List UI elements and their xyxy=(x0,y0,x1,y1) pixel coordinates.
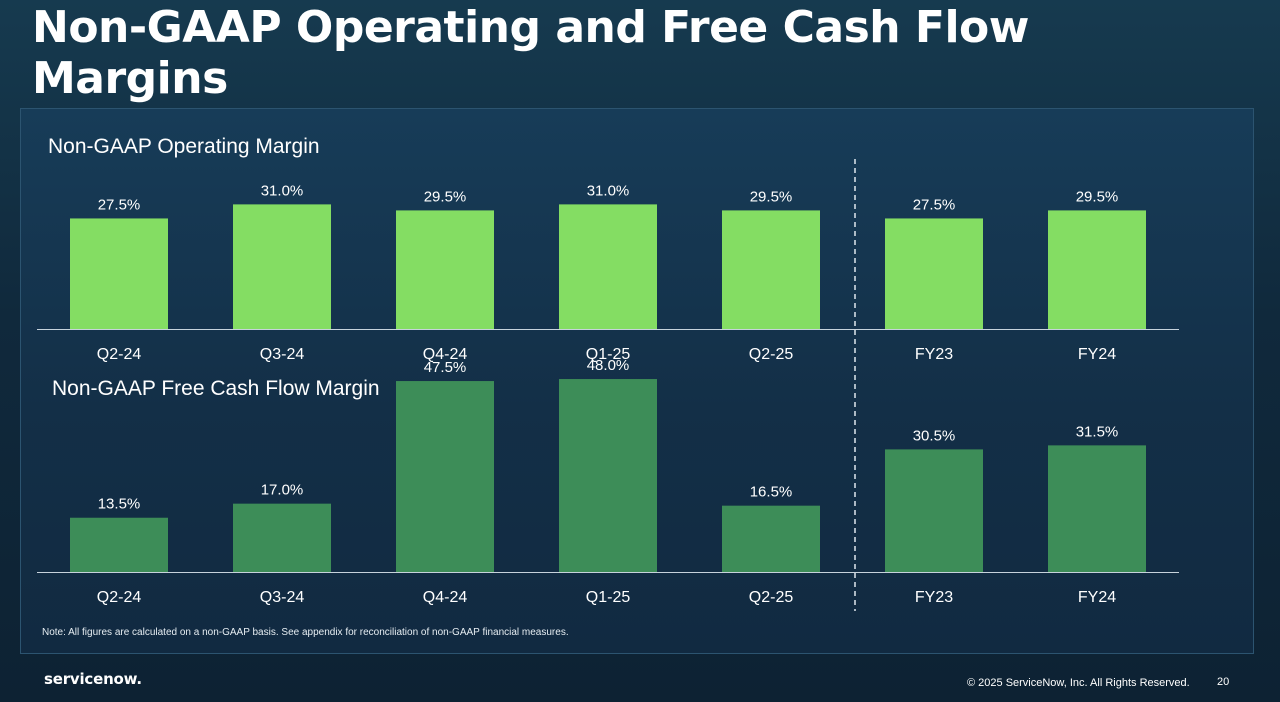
fcf-category-label: Q2-24 xyxy=(97,589,142,606)
op-bar-fy24 xyxy=(1048,210,1146,329)
fcf-value-label: 48.0% xyxy=(587,357,630,374)
op-category-label: Q3-24 xyxy=(260,346,305,363)
op-chart-title: Non-GAAP Operating Margin xyxy=(48,135,320,158)
slide-title-line-2: Margins xyxy=(32,53,228,104)
fcf-value-label: 47.5% xyxy=(424,359,467,376)
fcf-chart-title: Non-GAAP Free Cash Flow Margin xyxy=(52,377,380,400)
fcf-value-label: 30.5% xyxy=(913,427,956,444)
op-bar-q2-25 xyxy=(722,210,820,329)
slide-title: Non-GAAP Operating and Free Cash Flow Ma… xyxy=(32,2,1029,104)
fcf-bar-fy24 xyxy=(1048,445,1146,572)
op-value-label: 31.0% xyxy=(261,182,304,199)
fcf-value-label: 31.5% xyxy=(1076,423,1119,440)
op-bar-q3-24 xyxy=(233,204,331,329)
op-bar-q4-24 xyxy=(396,210,494,329)
fcf-category-label: FY23 xyxy=(915,589,953,606)
margin-charts-svg: Non-GAAP Operating Margin 27.5% Q2-24 31.0%… xyxy=(37,135,1179,611)
op-category-label: FY23 xyxy=(915,346,953,363)
fcf-category-label: Q4-24 xyxy=(423,589,468,606)
op-bar-q2-24 xyxy=(70,218,168,329)
fcf-bar-q1-25 xyxy=(559,379,657,572)
fcf-category-label: Q1-25 xyxy=(586,589,631,606)
chart-panel: Non-GAAP Operating Margin 27.5% Q2-24 31.0%… xyxy=(20,108,1254,654)
op-category-label: Q2-24 xyxy=(97,346,142,363)
page-number: 20 xyxy=(1217,676,1230,688)
fcf-bar-q2-25 xyxy=(722,505,820,572)
op-category-label: Q4-24 xyxy=(423,346,468,363)
op-value-label: 31.0% xyxy=(587,182,630,199)
op-value-label: 27.5% xyxy=(913,196,956,213)
fcf-bar-q3-24 xyxy=(233,503,331,572)
op-value-label: 29.5% xyxy=(424,188,467,205)
op-category-label: FY24 xyxy=(1078,346,1116,363)
fcf-bar-q2-24 xyxy=(70,517,168,572)
footnote: Note: All figures are calculated on a no… xyxy=(42,627,569,638)
op-category-label: Q1-25 xyxy=(586,346,631,363)
copyright-text: © 2025 ServiceNow, Inc. All Rights Reser… xyxy=(967,677,1190,689)
op-value-label: 27.5% xyxy=(98,196,141,213)
fcf-value-label: 13.5% xyxy=(98,496,141,513)
slide-title-line-1: Non-GAAP Operating and Free Cash Flow xyxy=(32,2,1029,53)
fcf-category-label: FY24 xyxy=(1078,589,1116,606)
op-bar-fy23 xyxy=(885,218,983,329)
fcf-value-label: 17.0% xyxy=(261,482,304,499)
fcf-bar-fy23 xyxy=(885,449,983,572)
fcf-value-label: 16.5% xyxy=(750,484,793,501)
op-value-label: 29.5% xyxy=(750,188,793,205)
fcf-bar-q4-24 xyxy=(396,381,494,572)
op-bar-q1-25 xyxy=(559,204,657,329)
op-value-label: 29.5% xyxy=(1076,188,1119,205)
fcf-category-label: Q2-25 xyxy=(749,589,794,606)
op-category-label: Q2-25 xyxy=(749,346,794,363)
fcf-category-label: Q3-24 xyxy=(260,589,305,606)
servicenow-logo: servicenow. xyxy=(44,670,142,688)
